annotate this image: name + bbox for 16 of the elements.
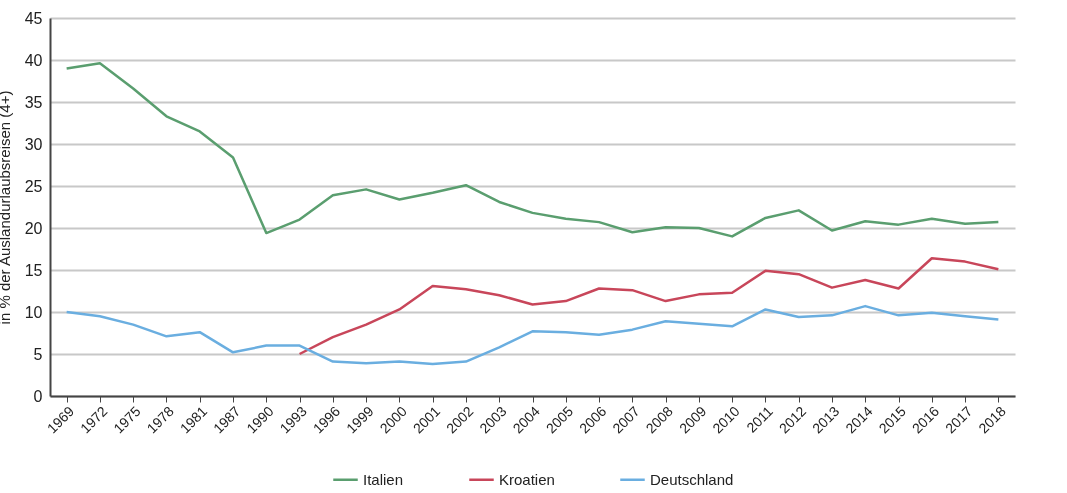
y-tick-label: 35	[24, 93, 43, 111]
y-tick-label: 25	[24, 177, 43, 195]
y-tick-label: 15	[24, 261, 43, 279]
legend-label: Italien	[363, 470, 404, 488]
legend-label: Kroatien	[499, 470, 555, 488]
y-tick-label: 20	[24, 219, 43, 237]
y-tick-label: 0	[33, 387, 43, 405]
y-tick-label: 45	[24, 9, 43, 27]
legend-label: Deutschland	[650, 470, 734, 488]
y-tick-label: 10	[24, 303, 43, 321]
line-series	[65, 62, 1000, 238]
line-series	[65, 304, 1000, 366]
y-tick-label: 5	[33, 345, 43, 363]
y-tick-label: 30	[24, 135, 43, 153]
line-series	[298, 256, 1000, 356]
y-tick-label: 40	[24, 51, 43, 69]
